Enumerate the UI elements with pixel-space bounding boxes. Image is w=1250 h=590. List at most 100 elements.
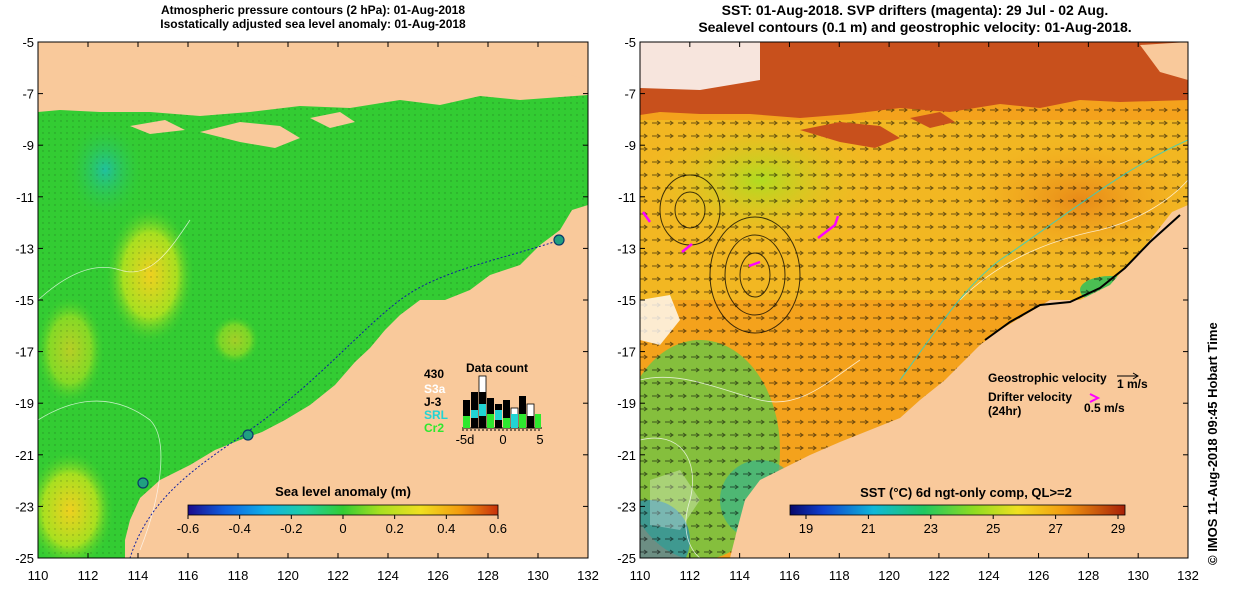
colorbar-tick-label: 27 (1048, 521, 1062, 536)
right-title-line2: Sealevel contours (0.1 m) and geostrophi… (698, 19, 1132, 35)
right-map (640, 42, 1188, 558)
y-tick-label: -11 (16, 190, 34, 205)
svp-drifters (641, 211, 840, 268)
y-tick-label: -19 (15, 396, 34, 411)
geostrophic-scale: 1 m/s (1117, 377, 1148, 391)
x-tick-label: 116 (178, 568, 199, 583)
x-tick-label: 114 (128, 568, 149, 583)
geostrophic-label: Geostrophic velocity (988, 371, 1107, 385)
drifter-scale: 0.5 m/s (1084, 401, 1125, 415)
x-tick-label: 112 (78, 568, 99, 583)
x-tick-label: 122 (928, 568, 950, 583)
right-colorbar: SST (°C) 6d ngt-only comp, QL>=2 19 21 23 2… (789, 485, 1126, 536)
y-tick-label: -25 (15, 551, 34, 566)
left-island-ne (540, 42, 588, 80)
left-map (38, 42, 588, 558)
left-island (310, 112, 355, 128)
series-label-cr2: Cr2 (424, 421, 444, 435)
right-axes: -5 -7 -9 -11 -13 -15 -17 -19 -21 -23 -25 110 112 114 1… (617, 35, 1199, 583)
series-label-s3a: S3a (424, 382, 446, 396)
data-count-xtick: 0 (499, 432, 506, 447)
colorbar-tick-label: 0 (339, 521, 346, 536)
left-timor (200, 122, 300, 148)
y-tick-label: -13 (15, 241, 34, 256)
colorbar-tick-label: -0.4 (228, 521, 250, 536)
y-tick-label: -21 (617, 448, 636, 463)
y-tick-label: -9 (624, 138, 636, 153)
left-title-line2: Isostatically adjusted sea level anomaly… (160, 17, 466, 31)
x-tick-label: 110 (28, 568, 49, 583)
data-count-xtick: 5 (536, 432, 543, 447)
kimberley-coastline (984, 214, 1181, 341)
series-label-srl: SRL (424, 408, 448, 422)
x-tick-label: 128 (477, 568, 499, 583)
colorbar-tick-label: 0.2 (386, 521, 404, 536)
right-colorbar-strip (789, 504, 1126, 516)
series-label-j3: J-3 (424, 395, 442, 409)
right-panel-title: SST: 01-Aug-2018. SVP drifters (magenta)… (640, 2, 1190, 36)
x-tick-label: 120 (277, 568, 299, 583)
x-tick-label: 122 (327, 568, 349, 583)
colorbar-tick-label: 21 (861, 521, 875, 536)
left-australia (125, 205, 588, 558)
y-tick-label: -19 (617, 396, 636, 411)
x-tick-label: 126 (1028, 568, 1050, 583)
left-colorbar-title: Sea level anomaly (m) (275, 484, 411, 499)
cloud-cover (640, 42, 760, 90)
left-axes: -5 -7 -9 -11 -13 -15 -17 -19 -21 -23 -25 110 112 114 1… (15, 35, 599, 583)
x-tick-label: 118 (228, 568, 249, 583)
x-tick-label: 126 (427, 568, 449, 583)
colorbar-tick-label: 0.4 (437, 521, 455, 536)
x-tick-label: 110 (630, 568, 651, 583)
right-indonesia (640, 42, 1188, 118)
data-count-bars (463, 375, 541, 429)
y-tick-label: -17 (15, 345, 34, 360)
station-marker (242, 429, 254, 441)
y-tick-label: -25 (617, 551, 636, 566)
colorbar-tick-label: 29 (1111, 521, 1125, 536)
left-colorbar-ticks: -0.6 -0.4 -0.2 0 0.2 0.4 0.6 (177, 515, 507, 536)
y-tick-label: -17 (617, 345, 636, 360)
right-colorbar-title: SST (°C) 6d ngt-only comp, QL>=2 (860, 485, 1072, 500)
left-colorbar-strip (187, 504, 499, 516)
right-colorbar-ticks: 19 21 23 25 27 29 (799, 515, 1125, 536)
colorbar-tick-label: 0.6 (489, 521, 507, 536)
y-tick-label: -23 (15, 499, 34, 514)
colorbar-tick-label: -0.6 (177, 521, 199, 536)
right-australia (730, 205, 1188, 558)
y-tick-label: -15 (617, 293, 636, 308)
left-title-line1: Atmospheric pressure contours (2 hPa): 0… (160, 3, 466, 17)
left-sumba (130, 120, 185, 134)
x-tick-label: 124 (978, 568, 1000, 583)
copyright-timestamp: © IMOS 11-Aug-2018 09:45 Hobart Time (1205, 322, 1220, 565)
x-tick-label: 118 (829, 568, 850, 583)
drifter-label: Drifter velocity (988, 390, 1072, 404)
y-tick-label: -7 (624, 87, 636, 102)
right-title-line1: SST: 01-Aug-2018. SVP drifters (magenta)… (721, 2, 1109, 18)
y-tick-label: -11 (618, 190, 636, 205)
x-tick-label: 130 (1127, 568, 1149, 583)
x-tick-label: 112 (679, 568, 700, 583)
x-tick-label: 124 (377, 568, 399, 583)
station-marker (553, 234, 565, 246)
station-marker (137, 477, 149, 489)
y-tick-label: -13 (617, 241, 636, 256)
x-tick-label: 132 (1177, 568, 1199, 583)
y-tick-label: -7 (22, 87, 34, 102)
drifter-sub-label: (24hr) (988, 404, 1021, 418)
y-tick-label: -5 (624, 35, 636, 50)
left-panel-title: Atmospheric pressure contours (2 hPa): 0… (38, 3, 588, 31)
colorbar-tick-label: 25 (986, 521, 1000, 536)
right-timor (800, 122, 900, 148)
x-tick-label: 128 (1078, 568, 1100, 583)
colorbar-tick-label: -0.2 (280, 521, 302, 536)
data-count-max: 430 (424, 367, 444, 381)
x-tick-label: 130 (527, 568, 549, 583)
colorbar-tick-label: 23 (924, 521, 938, 536)
x-tick-label: 132 (577, 568, 599, 583)
y-tick-label: -23 (617, 499, 636, 514)
left-colorbar: Sea level anomaly (m) -0.6 -0.4 -0.2 0 0.2 0.… (177, 484, 507, 536)
data-count-inset: Data count 430 S3a J-3 SRL Cr2 -5d 0 5 (424, 361, 544, 447)
data-count-xtick: -5d (456, 432, 475, 447)
